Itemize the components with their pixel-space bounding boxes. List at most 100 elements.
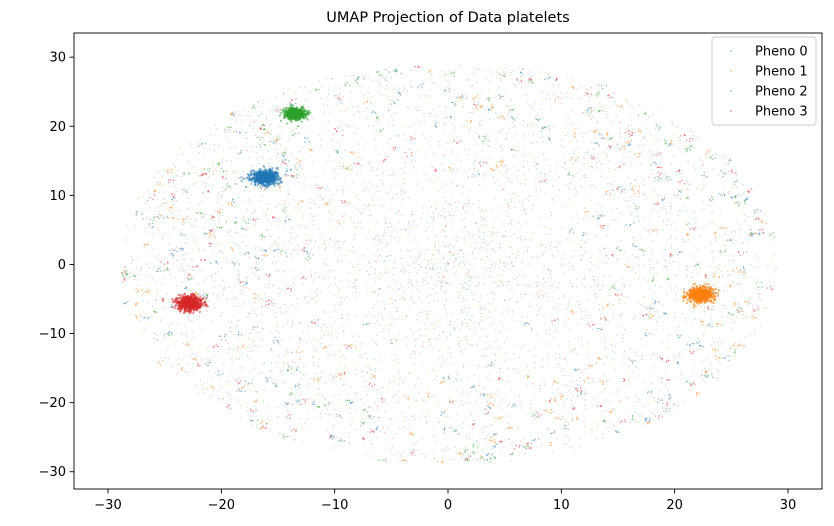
scatter-point-pheno-2 <box>465 299 468 301</box>
scatter-point-pheno-0 <box>271 244 273 247</box>
scatter-point-pheno-3 <box>392 147 394 149</box>
scatter-point-pheno-1 <box>280 132 283 134</box>
scatter-point-pheno-3 <box>650 228 652 230</box>
scatter-point-pheno-3 <box>701 370 703 372</box>
scatter-point-pheno-1 <box>264 285 266 288</box>
scatter-point-pheno-3 <box>198 315 201 318</box>
scatter-point-pheno-1 <box>189 290 191 292</box>
scatter-point-pheno-3 <box>171 323 173 325</box>
scatter-point-pheno-2 <box>640 177 642 179</box>
scatter-point-pheno-0 <box>480 258 483 260</box>
scatter-point-pheno-1 <box>655 325 657 328</box>
scatter-point-pheno-3 <box>185 335 188 337</box>
scatter-point-pheno-2 <box>407 220 410 223</box>
scatter-point-pheno-0 <box>385 68 387 71</box>
scatter-point-pheno-3 <box>500 79 502 82</box>
scatter-point-pheno-0 <box>691 131 694 133</box>
scatter-point-pheno-0 <box>570 97 572 100</box>
scatter-point-pheno-3 <box>389 419 391 421</box>
scatter-point-pheno-1 <box>611 362 613 364</box>
scatter-point-pheno-3 <box>482 241 485 244</box>
scatter-point-pheno-1 <box>144 202 146 204</box>
scatter-point-pheno-2 <box>353 401 355 403</box>
scatter-point-pheno-1 <box>670 121 673 124</box>
scatter-point-pheno-1 <box>125 237 127 240</box>
scatter-point-pheno-0 <box>605 409 608 412</box>
scatter-point-pheno-1 <box>589 216 591 219</box>
scatter-point-pheno-2 <box>740 307 743 310</box>
scatter-point-pheno-3 <box>400 228 402 231</box>
scatter-point-pheno-0 <box>318 80 320 82</box>
scatter-point-pheno-1 <box>540 294 542 297</box>
scatter-point-pheno-2 <box>364 385 367 388</box>
scatter-point-pheno-0 <box>171 334 173 337</box>
scatter-point-pheno-2 <box>542 359 544 361</box>
scatter-point-pheno-0 <box>309 198 311 200</box>
scatter-point-pheno-2 <box>461 308 464 311</box>
scatter-point-pheno-1 <box>446 262 449 265</box>
scatter-point-pheno-3 <box>233 146 236 148</box>
scatter-point-pheno-2 <box>211 219 213 222</box>
scatter-point-pheno-1 <box>477 393 479 396</box>
scatter-point-pheno-1 <box>769 274 771 276</box>
scatter-point-pheno-2 <box>281 370 283 372</box>
scatter-point-pheno-1 <box>651 230 654 232</box>
scatter-point-pheno-0 <box>598 303 601 306</box>
scatter-point-pheno-2 <box>504 165 507 167</box>
scatter-point-pheno-2 <box>195 218 197 221</box>
scatter-point-pheno-1 <box>494 359 497 362</box>
scatter-point-pheno-3 <box>156 170 159 173</box>
scatter-point-pheno-2 <box>478 247 480 250</box>
scatter-point-pheno-0 <box>482 231 485 234</box>
scatter-point-pheno-0 <box>325 97 328 99</box>
scatter-point-pheno-0 <box>750 264 752 266</box>
scatter-point-pheno-2 <box>629 114 631 116</box>
scatter-point-pheno-3 <box>330 335 332 337</box>
scatter-point-pheno-2 <box>206 364 208 367</box>
scatter-point-pheno-3 <box>648 176 650 178</box>
scatter-point-pheno-1 <box>485 248 487 250</box>
scatter-point-pheno-0 <box>340 439 343 441</box>
scatter-point-pheno-2 <box>740 242 742 245</box>
scatter-point-pheno-2 <box>316 415 319 418</box>
scatter-point-pheno-3 <box>354 285 357 287</box>
scatter-point-pheno-1 <box>479 238 481 241</box>
scatter-point-pheno-1 <box>261 155 263 157</box>
scatter-point-pheno-3 <box>367 406 369 409</box>
scatter-point-pheno-3 <box>172 365 174 368</box>
scatter-point-pheno-1 <box>495 96 497 98</box>
scatter-point-pheno-2 <box>716 325 719 328</box>
scatter-point-pheno-1 <box>304 177 306 179</box>
scatter-point-pheno-0 <box>264 249 267 251</box>
scatter-point-pheno-0 <box>619 136 621 139</box>
scatter-point-pheno-2 <box>492 226 494 228</box>
scatter-point-pheno-2 <box>736 194 739 196</box>
scatter-point-pheno-1 <box>403 420 405 422</box>
scatter-point-pheno-1 <box>682 401 685 403</box>
scatter-point-pheno-0 <box>567 304 570 307</box>
scatter-point-pheno-3 <box>353 238 356 241</box>
scatter-point-pheno-2 <box>715 267 718 269</box>
scatter-point-pheno-2 <box>485 76 487 79</box>
scatter-point-pheno-3 <box>320 342 323 344</box>
scatter-point-pheno-0 <box>498 370 500 373</box>
scatter-point-pheno-2 <box>317 376 319 379</box>
scatter-point-pheno-2 <box>262 123 265 126</box>
scatter-point-pheno-2 <box>254 364 256 366</box>
scatter-point-pheno-1 <box>652 413 655 416</box>
scatter-point-pheno-3 <box>712 305 715 307</box>
scatter-point-pheno-3 <box>431 166 433 169</box>
scatter-point-pheno-1 <box>475 132 478 135</box>
scatter-point-pheno-3 <box>700 167 702 169</box>
scatter-point-pheno-3 <box>536 163 538 166</box>
scatter-point-pheno-0 <box>538 385 541 387</box>
scatter-point-pheno-2 <box>383 308 386 311</box>
scatter-point-pheno-2 <box>554 381 556 384</box>
scatter-point-pheno-3 <box>657 417 660 419</box>
scatter-point-pheno-0 <box>381 74 383 76</box>
scatter-point-pheno-3 <box>638 189 640 192</box>
scatter-point-pheno-0 <box>268 274 270 277</box>
scatter-point-pheno-0 <box>706 324 709 326</box>
scatter-point-pheno-1 <box>214 168 216 170</box>
scatter-point-pheno-3 <box>265 300 268 303</box>
